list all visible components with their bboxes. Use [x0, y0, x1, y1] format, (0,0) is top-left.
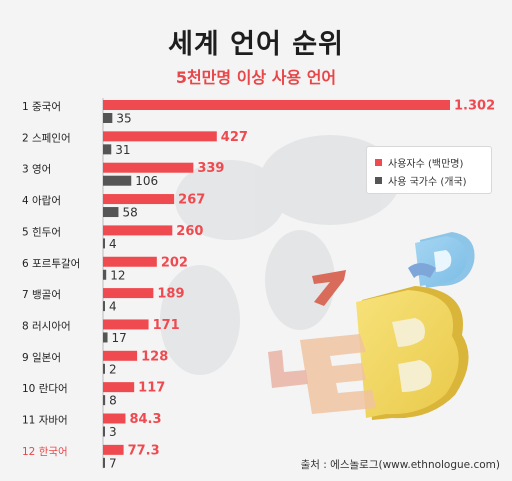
- value-label-speakers: 77.3: [128, 443, 160, 458]
- bar-countries: [103, 269, 107, 280]
- category-label: 12 한국어: [22, 446, 68, 458]
- bar-speakers: [103, 100, 450, 110]
- value-label-speakers: 128: [141, 349, 168, 364]
- letter-e-3d-decoration: [300, 334, 376, 414]
- bar-countries: [103, 113, 113, 123]
- letter-7-3d-decoration: [312, 270, 346, 306]
- legend-swatch-countries: [375, 177, 382, 184]
- category-label: 11 자바어: [22, 415, 68, 427]
- value-label-speakers: 171: [153, 318, 180, 333]
- bar-countries: [103, 301, 105, 312]
- bar-countries: [103, 426, 105, 437]
- category-label: 1 중국어: [22, 101, 61, 113]
- bar-countries: [103, 144, 112, 155]
- legend-item-countries: 사용 국가수 (개국): [375, 173, 467, 188]
- legend-label-countries: 사용 국가수 (개국): [388, 177, 467, 188]
- value-label-speakers: 84.3: [129, 412, 161, 427]
- bar-speakers: [103, 319, 149, 330]
- bar-countries: [103, 207, 119, 218]
- bar-speakers: [103, 288, 154, 299]
- value-label-countries: 12: [110, 268, 125, 282]
- chart-title: 세계 언어 순위: [168, 29, 344, 60]
- value-label-countries: 31: [115, 143, 130, 157]
- bar-speakers: [103, 131, 217, 142]
- category-label: 5 힌두어: [22, 226, 61, 238]
- value-label-speakers: 267: [178, 193, 205, 208]
- value-label-speakers: 427: [221, 130, 248, 145]
- chart-subtitle: 5천만명 이상 사용 언어: [175, 68, 337, 87]
- bar-countries: [103, 175, 132, 186]
- value-label-countries: 4: [109, 237, 117, 251]
- value-label-speakers: 260: [176, 224, 203, 239]
- category-label: 9 일본어: [22, 351, 61, 364]
- bar-countries: [103, 332, 108, 343]
- value-label-speakers: 202: [161, 255, 188, 270]
- category-label: 3 영어: [22, 164, 51, 176]
- value-label-countries: 7: [109, 456, 117, 470]
- category-label: 2 스페인어: [22, 132, 71, 144]
- legend-label-speakers: 사용자수 (백만명): [388, 159, 464, 170]
- bar-speakers: [103, 194, 175, 205]
- legend-swatch-speakers: [375, 159, 382, 166]
- value-label-countries: 3: [109, 425, 117, 439]
- value-label-countries: 35: [116, 112, 131, 126]
- source-note: 출처 : 에스놀로그(www.ethnologue.com): [300, 459, 500, 471]
- bar-countries: [103, 457, 105, 468]
- category-label: 8 러시아어: [22, 320, 71, 332]
- value-label-countries: 4: [109, 300, 117, 314]
- value-label-speakers: 339: [197, 161, 224, 176]
- value-label-speakers: 1.302: [454, 99, 495, 114]
- value-label-countries: 8: [109, 394, 117, 408]
- value-label-countries: 58: [122, 206, 137, 220]
- value-label-countries: 106: [135, 174, 158, 188]
- category-label: 7 뱅골어: [22, 289, 61, 301]
- value-label-speakers: 117: [138, 381, 165, 396]
- bar-speakers: [103, 225, 173, 236]
- bar-speakers: [103, 444, 124, 455]
- bar-speakers: [103, 413, 126, 424]
- chart-legend: 사용자수 (백만명) 사용 국가수 (개국): [366, 146, 492, 194]
- bar-countries: [103, 363, 105, 374]
- category-label: 4 아랍어: [22, 194, 61, 207]
- bar-speakers: [103, 162, 194, 173]
- letter-c-3d-decoration: [408, 263, 436, 278]
- legend-item-speakers: 사용자수 (백만명): [375, 155, 463, 170]
- bar-speakers: [103, 350, 138, 361]
- bar-speakers: [103, 382, 135, 393]
- value-label-speakers: 189: [157, 287, 184, 302]
- value-label-countries: 2: [109, 362, 117, 376]
- letter-l-3d-decoration: [268, 350, 308, 388]
- bar-speakers: [103, 256, 157, 267]
- category-label: 10 란다어: [22, 383, 68, 395]
- value-label-countries: 17: [112, 331, 127, 345]
- bar-countries: [103, 238, 105, 249]
- letter-b-3d-decoration: [356, 286, 469, 420]
- category-label: 6 포르투갈어: [22, 257, 80, 270]
- bar-countries: [103, 395, 106, 406]
